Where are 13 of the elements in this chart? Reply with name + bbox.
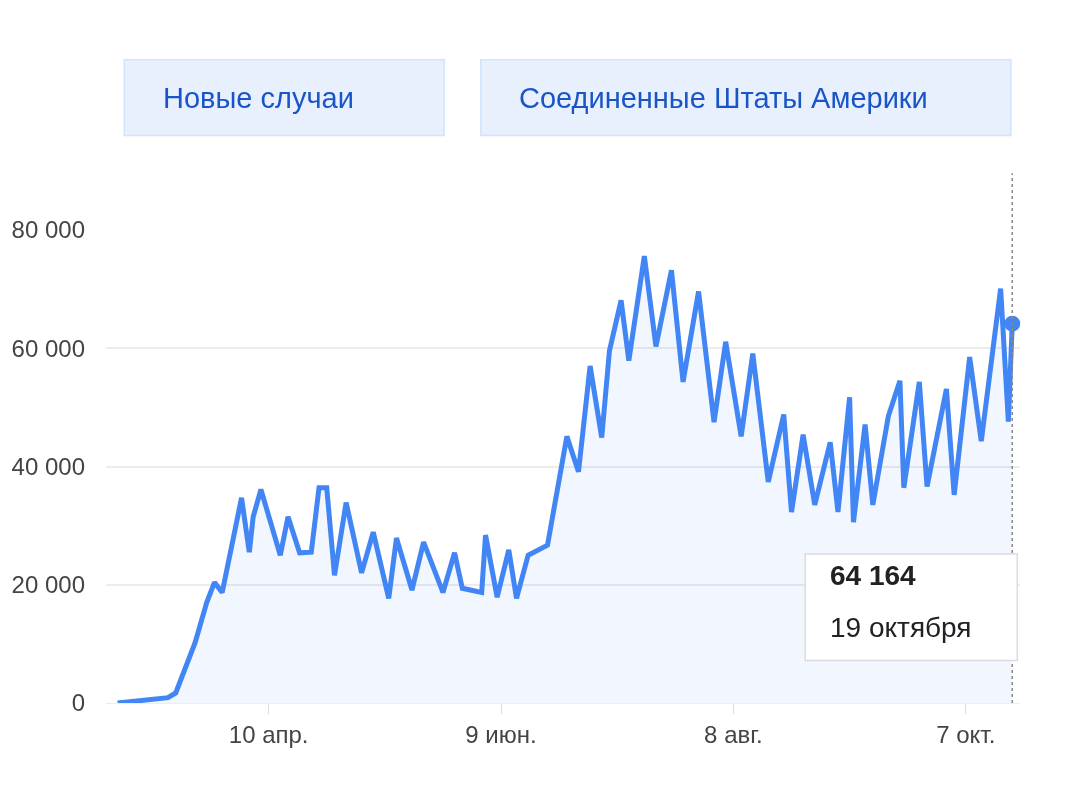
y-tick-label: 80 000 [11,216,85,244]
y-tick-label: 0 [71,689,85,717]
y-tick-label: 60 000 [11,334,85,362]
annotation: 19 октября [830,612,972,643]
chart-title: Новые случаи [163,82,354,114]
annotation: 64 164 [830,560,917,591]
y-tick-label: 40 000 [11,452,85,480]
x-tick-label: 9 июн. [465,720,537,748]
x-tick-label: 10 апр. [228,720,309,748]
x-tick-label: 8 авг. [704,720,763,748]
y-tick-label: 20 000 [11,571,85,599]
chart-subtitle: Соединенные Штаты Америки [519,82,928,114]
x-tick-label: 7 окт. [936,720,996,748]
